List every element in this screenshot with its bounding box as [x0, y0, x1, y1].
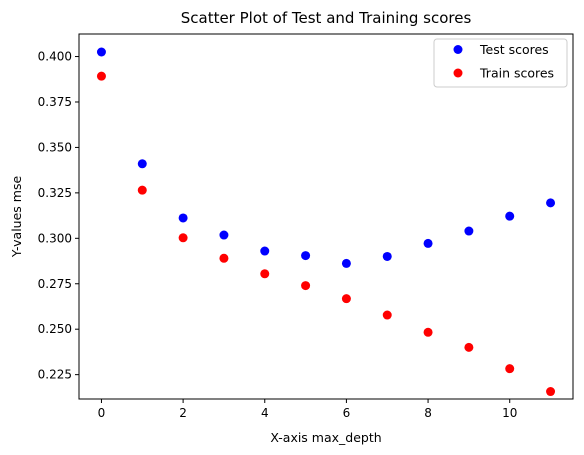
point-series-1-6: [341, 294, 351, 304]
point-series-1-5: [301, 281, 311, 291]
x-tick-label: 2: [179, 406, 187, 420]
x-tick-label: 0: [98, 406, 106, 420]
point-series-0-1: [137, 159, 147, 169]
x-axis-label: X-axis max_depth: [270, 430, 381, 445]
y-tick-label: 0.350: [38, 140, 72, 154]
point-series-1-9: [464, 342, 474, 352]
y-tick-label: 0.250: [38, 322, 72, 336]
point-series-0-6: [341, 258, 351, 268]
x-tick-label: 10: [502, 406, 517, 420]
legend-box: [433, 38, 568, 88]
y-tick-label: 0.275: [38, 277, 72, 291]
plot-area: [96, 47, 556, 397]
y-axis: 0.225 0.250 0.275 0.300 0.325 0.350 0.375 0.400: [38, 50, 79, 382]
chart-title: Scatter Plot of Test and Training scores: [181, 9, 472, 27]
point-series-1-0: [96, 71, 106, 81]
point-series-0-8: [423, 238, 433, 248]
point-series-0-10: [505, 211, 515, 221]
legend: Test scores Train scores: [433, 38, 568, 88]
legend-label-train: Train scores: [479, 66, 554, 81]
x-axis: 0 2 4 6 8 10: [98, 399, 517, 420]
legend-label-test: Test scores: [479, 42, 549, 57]
x-tick-label: 4: [261, 406, 269, 420]
point-series-1-3: [219, 253, 229, 263]
x-tick-label: 8: [424, 406, 432, 420]
point-series-0-5: [301, 251, 311, 261]
point-series-0-7: [382, 251, 392, 261]
point-series-0-2: [178, 213, 188, 223]
x-tick-label: 6: [343, 406, 351, 420]
point-series-1-10: [505, 364, 515, 374]
point-series-0-3: [219, 230, 229, 240]
legend-marker-train: [453, 68, 463, 78]
y-tick-label: 0.400: [38, 50, 72, 64]
point-series-0-9: [464, 226, 474, 236]
point-series-0-0: [96, 47, 106, 57]
y-tick-label: 0.375: [38, 95, 72, 109]
point-series-1-8: [423, 327, 433, 337]
y-tick-label: 0.300: [38, 231, 72, 245]
point-series-1-11: [546, 387, 556, 397]
plot-frame: [78, 33, 574, 400]
point-series-1-4: [260, 269, 270, 279]
point-series-1-2: [178, 233, 188, 243]
point-series-0-11: [546, 198, 556, 208]
point-series-1-1: [137, 185, 147, 195]
y-tick-label: 0.225: [38, 368, 72, 382]
point-series-0-4: [260, 246, 270, 256]
legend-marker-test: [453, 45, 463, 54]
y-axis-label: Y-values mse: [9, 176, 24, 259]
point-series-1-7: [382, 310, 392, 320]
y-tick-label: 0.325: [38, 186, 72, 200]
